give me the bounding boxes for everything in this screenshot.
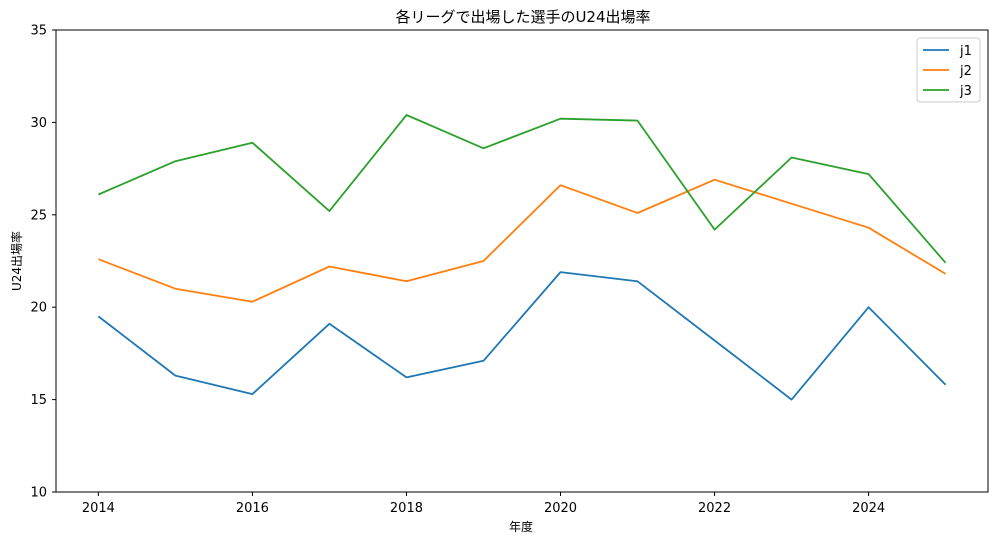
series-lines: [97, 114, 947, 401]
legend-label-j3: j3: [959, 84, 972, 99]
y-tick-label: 35: [30, 24, 47, 39]
y-tick-label: 25: [30, 208, 47, 223]
x-tick-label: 2014: [82, 501, 115, 516]
legend-label-j1: j1: [959, 44, 972, 59]
series-line-j2: [98, 178, 947, 303]
legend-label-j2: j2: [959, 64, 972, 79]
plot-frame: [55, 29, 989, 493]
y-tick-label: 30: [30, 116, 47, 131]
x-tick-label: 2024: [852, 501, 885, 516]
y-tick-label: 10: [30, 486, 47, 501]
x-axis-label: 年度: [509, 519, 533, 534]
axes-ticks: 2014 2016 2018 2020 2022 2024 10 15 20 25 30 35: [30, 24, 885, 517]
series-line-j3: [98, 114, 947, 264]
x-tick-label: 2022: [698, 501, 731, 516]
legend: j1 j2 j3: [916, 37, 981, 103]
y-axis-label: U24出場率: [9, 231, 24, 291]
y-tick-label: 15: [30, 393, 47, 408]
x-tick-label: 2018: [390, 501, 423, 516]
y-tick-label: 20: [30, 301, 47, 316]
series-line-j1: [97, 271, 947, 401]
x-tick-label: 2016: [236, 501, 269, 516]
chart-title: 各リーグで出場した選手のU24出場率: [395, 8, 650, 26]
x-tick-label: 2020: [544, 501, 577, 516]
